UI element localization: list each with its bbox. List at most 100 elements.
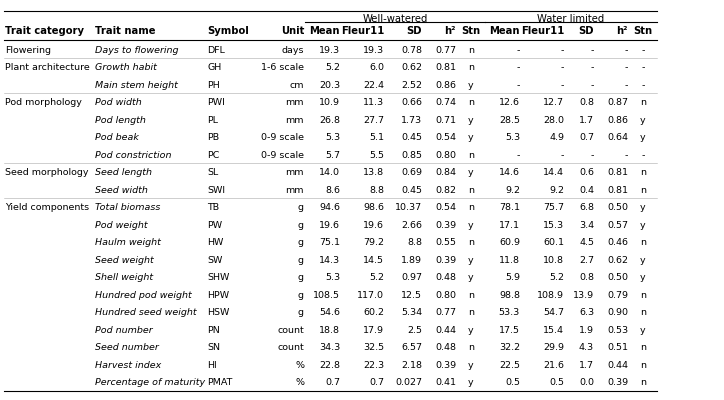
Text: 18.8: 18.8: [319, 326, 340, 335]
Text: 0.87: 0.87: [607, 98, 628, 107]
Text: 5.5: 5.5: [369, 151, 384, 160]
Text: -: -: [560, 151, 564, 160]
Text: Trait category: Trait category: [5, 26, 84, 36]
Text: 0.39: 0.39: [607, 378, 628, 387]
Text: 0.57: 0.57: [607, 221, 628, 230]
Text: 1.73: 1.73: [401, 116, 422, 125]
Text: -: -: [641, 81, 644, 90]
Text: g: g: [298, 221, 304, 230]
Text: mm: mm: [285, 168, 304, 177]
Text: 0.46: 0.46: [607, 238, 628, 247]
Text: g: g: [298, 291, 304, 300]
Text: 0.84: 0.84: [435, 168, 456, 177]
Text: -: -: [560, 63, 564, 72]
Text: 108.9: 108.9: [537, 291, 564, 300]
Text: Seed weight: Seed weight: [95, 256, 153, 265]
Text: 12.7: 12.7: [543, 98, 564, 107]
Text: 10.9: 10.9: [319, 98, 340, 107]
Text: 60.1: 60.1: [543, 238, 564, 247]
Text: g: g: [298, 308, 304, 317]
Text: y: y: [468, 326, 473, 335]
Text: 0.45: 0.45: [401, 186, 422, 195]
Text: 19.6: 19.6: [319, 221, 340, 230]
Text: mm: mm: [285, 116, 304, 125]
Text: days: days: [282, 46, 304, 55]
Text: 13.8: 13.8: [363, 168, 384, 177]
Text: Yield components: Yield components: [5, 203, 89, 212]
Text: 0.86: 0.86: [607, 116, 628, 125]
Text: 0.62: 0.62: [401, 63, 422, 72]
Text: 20.3: 20.3: [319, 81, 340, 90]
Text: 1.9: 1.9: [579, 326, 594, 335]
Text: 32.2: 32.2: [499, 343, 520, 352]
Text: 0.39: 0.39: [435, 361, 456, 370]
Text: Symbol: Symbol: [207, 26, 249, 36]
Text: 27.7: 27.7: [363, 116, 384, 125]
Text: Trait name: Trait name: [95, 26, 156, 36]
Text: Growth habit: Growth habit: [95, 63, 157, 72]
Text: 53.3: 53.3: [499, 308, 520, 317]
Text: 11.8: 11.8: [499, 256, 520, 265]
Text: y: y: [468, 361, 473, 370]
Text: y: y: [468, 221, 473, 230]
Text: 14.6: 14.6: [499, 168, 520, 177]
Text: Percentage of maturity: Percentage of maturity: [95, 378, 205, 387]
Text: %: %: [295, 361, 304, 370]
Text: PWI: PWI: [207, 98, 225, 107]
Text: Pod beak: Pod beak: [95, 133, 139, 142]
Text: Seed length: Seed length: [95, 168, 152, 177]
Text: count: count: [277, 343, 304, 352]
Text: n: n: [468, 291, 474, 300]
Text: y: y: [468, 273, 473, 282]
Text: 6.3: 6.3: [579, 308, 594, 317]
Text: -: -: [517, 46, 520, 55]
Text: n: n: [640, 291, 646, 300]
Text: n: n: [640, 98, 646, 107]
Text: n: n: [640, 168, 646, 177]
Text: y: y: [468, 378, 473, 387]
Text: 2.5: 2.5: [407, 326, 422, 335]
Text: 0.62: 0.62: [607, 256, 628, 265]
Text: 6.8: 6.8: [579, 203, 594, 212]
Text: Pod morphology: Pod morphology: [5, 98, 82, 107]
Text: 28.0: 28.0: [543, 116, 564, 125]
Text: 1.89: 1.89: [401, 256, 422, 265]
Text: 2.52: 2.52: [401, 81, 422, 90]
Text: n: n: [468, 46, 474, 55]
Text: Flowering: Flowering: [5, 46, 51, 55]
Text: 14.4: 14.4: [543, 168, 564, 177]
Text: n: n: [468, 238, 474, 247]
Text: -: -: [591, 81, 594, 90]
Text: 9.2: 9.2: [505, 186, 520, 195]
Text: 5.3: 5.3: [325, 133, 340, 142]
Text: 0.48: 0.48: [435, 273, 456, 282]
Text: -: -: [625, 46, 628, 55]
Text: 117.0: 117.0: [357, 291, 384, 300]
Text: 5.2: 5.2: [325, 63, 340, 72]
Text: 0.69: 0.69: [401, 168, 422, 177]
Text: 28.5: 28.5: [499, 116, 520, 125]
Text: 60.9: 60.9: [499, 238, 520, 247]
Text: 4.5: 4.5: [579, 238, 594, 247]
Text: Unit: Unit: [281, 26, 304, 36]
Text: y: y: [640, 133, 646, 142]
Text: 5.9: 5.9: [505, 273, 520, 282]
Text: y: y: [640, 273, 646, 282]
Text: 15.4: 15.4: [543, 326, 564, 335]
Text: 75.7: 75.7: [543, 203, 564, 212]
Text: 10.8: 10.8: [543, 256, 564, 265]
Text: -: -: [625, 81, 628, 90]
Text: Total biomass: Total biomass: [95, 203, 161, 212]
Text: Hundred pod weight: Hundred pod weight: [95, 291, 192, 300]
Text: y: y: [468, 116, 473, 125]
Text: h²: h²: [617, 26, 628, 36]
Text: 0.74: 0.74: [435, 98, 456, 107]
Text: Well-watered: Well-watered: [362, 14, 428, 24]
Text: n: n: [640, 361, 646, 370]
Text: PH: PH: [207, 81, 220, 90]
Text: -: -: [641, 46, 644, 55]
Text: Haulm weight: Haulm weight: [95, 238, 161, 247]
Text: 4.3: 4.3: [579, 343, 594, 352]
Text: -: -: [625, 63, 628, 72]
Text: 2.18: 2.18: [401, 361, 422, 370]
